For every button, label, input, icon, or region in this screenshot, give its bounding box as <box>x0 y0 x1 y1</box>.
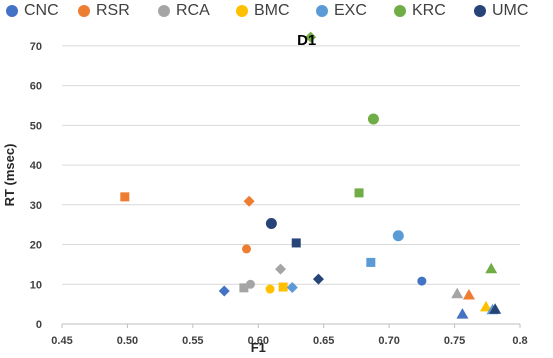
legend-marker <box>158 5 170 17</box>
legend-label: UMC <box>492 2 529 19</box>
rsr-diamond-point <box>243 195 255 207</box>
legend-label: EXC <box>334 2 367 19</box>
krc-diamond-point <box>305 31 317 43</box>
bmc-square-point <box>278 282 288 292</box>
legend-marker <box>6 5 18 17</box>
rca-diamond-point <box>275 263 287 275</box>
legend-item-umc: UMC <box>474 0 528 22</box>
legend-marker <box>236 5 248 17</box>
legend-label: CNC <box>24 2 59 19</box>
rca-square-point <box>239 283 249 293</box>
x-tick-label: 0.45 <box>51 335 72 347</box>
y-tick-label: 10 <box>30 279 42 291</box>
legend-item-krc: KRC <box>394 0 446 22</box>
y-tick-label: 70 <box>30 41 42 53</box>
legend-label: KRC <box>412 2 446 19</box>
legend-marker <box>474 5 486 17</box>
cnc-triangle-point <box>456 308 469 319</box>
cnc-diamond-point <box>218 285 230 297</box>
x-axis-title: F1 <box>251 340 266 355</box>
legend-label: BMC <box>254 2 290 19</box>
x-tick-label: 0.70 <box>378 335 399 347</box>
y-tick-label: 60 <box>30 81 42 93</box>
legend-item-rca: RCA <box>158 0 210 22</box>
y-axis-title: RT (msec) <box>2 144 17 207</box>
x-tick-label: 0.8 <box>512 335 527 347</box>
legend-item-rsr: RSR <box>78 0 130 22</box>
x-tick-label: 0.75 <box>444 335 465 347</box>
y-tick-label: 50 <box>30 120 42 132</box>
y-tick-label: 30 <box>30 200 42 212</box>
legend-marker <box>78 5 90 17</box>
umc-circle-point <box>265 217 277 229</box>
bmc-circle-point <box>265 284 275 294</box>
legend-item-bmc: BMC <box>236 0 290 22</box>
exc-square-point <box>366 257 376 267</box>
krc-square-point <box>354 188 364 198</box>
y-tick-label: 40 <box>30 160 42 172</box>
umc-triangle-point <box>489 303 502 314</box>
x-tick-label: 0.65 <box>313 335 334 347</box>
bmc-triangle-point <box>479 300 492 312</box>
krc-triangle-point <box>485 262 498 274</box>
exc-circle-point <box>392 230 404 242</box>
rsr-square-point <box>120 192 130 202</box>
legend-label: RCA <box>176 2 210 19</box>
chart-legend: CNC RSR RCA BMC EXC KRC UMC <box>0 0 553 22</box>
legend-marker <box>316 5 328 17</box>
umc-square-point <box>291 238 301 248</box>
gridlines <box>62 45 520 285</box>
exc-diamond-point <box>286 281 298 293</box>
rsr-triangle-point <box>462 288 475 300</box>
legend-label: RSR <box>96 2 130 19</box>
x-tick-label: 0.55 <box>182 335 203 347</box>
legend-item-exc: EXC <box>316 0 367 22</box>
y-tick-label: 20 <box>30 240 42 252</box>
y-tick-label: 0 <box>36 319 42 331</box>
y-axis-ticks: 0 10 20 30 40 50 60 70 <box>30 41 42 331</box>
cnc-circle-point <box>417 276 427 286</box>
chart-title: D1 <box>297 32 316 49</box>
x-tick-label: 0.60 <box>248 335 269 347</box>
krc-circle-point <box>367 113 379 125</box>
umc-diamond-point <box>312 273 324 285</box>
legend-marker <box>394 5 406 17</box>
legend-item-cnc: CNC <box>6 0 59 22</box>
data-points <box>120 31 502 319</box>
x-tick-label: 0.50 <box>117 335 138 347</box>
rsr-circle-point <box>242 244 252 254</box>
rca-triangle-point <box>451 287 464 299</box>
x-axis-ticks: 0.45 0.50 0.55 0.60 0.65 0.70 0.75 0.8 <box>51 324 528 347</box>
